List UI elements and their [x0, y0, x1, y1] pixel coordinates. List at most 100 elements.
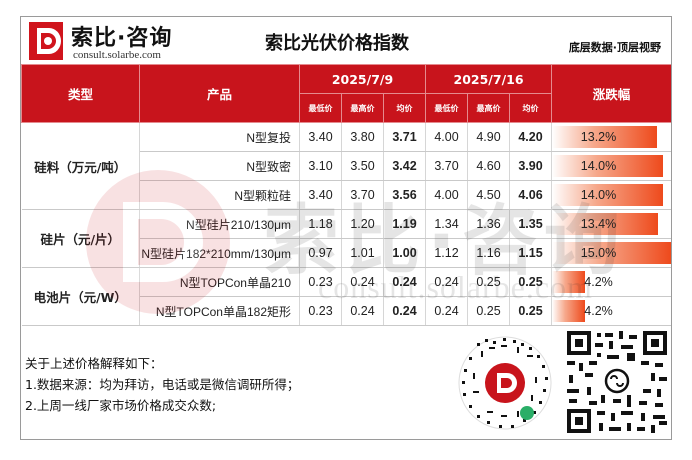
change-value: 4.2%	[584, 304, 613, 318]
low-price-2: 3.70	[425, 151, 469, 181]
header-product: 产品	[139, 64, 300, 123]
low-price-1: 3.10	[299, 151, 342, 181]
high-price-2: 4.60	[467, 151, 511, 181]
high-price-2: 4.90	[467, 122, 511, 152]
avg-price-2: 1.35	[509, 209, 553, 239]
category-cell: 电池片（元/W）	[21, 267, 140, 326]
product-name: N型TOPCon单晶182矩形	[139, 296, 300, 326]
low-price-1: 1.18	[299, 209, 342, 239]
notes: 关于上述价格解释如下： 1.数据来源：均为拜访，电话或是微信调研所得； 2.上周…	[25, 353, 299, 416]
table-row: 硅片（元/片） N型硅片210/130μm 1.18 1.20 1.19 1.3…	[21, 209, 671, 268]
header-avg-1: 均价	[382, 93, 427, 123]
high-price-1: 3.80	[341, 122, 384, 152]
product-name: N型复投	[139, 122, 300, 152]
table-row: 硅料（万元/吨） N型复投 3.40 3.80 3.71 4.00 4.90 4…	[21, 122, 671, 210]
product-name: N型硅片182*210mm/130μm	[139, 238, 300, 268]
category-silicon-material: 硅料（万元/吨）	[21, 122, 140, 210]
change-value: 13.2%	[580, 130, 617, 144]
high-price-2: 1.16	[467, 238, 511, 268]
avg-price-1: 3.71	[383, 122, 427, 152]
change-cell: 14.0%	[551, 180, 671, 210]
low-price-1: 3.40	[299, 180, 342, 210]
table-row: N型硅片182*210mm/130μm 0.97 1.01 1.00 1.12 …	[22, 238, 671, 268]
change-bar	[552, 213, 659, 235]
low-price-2: 0.24	[425, 296, 469, 326]
change-cell: 4.2%	[551, 267, 671, 297]
change-bar	[552, 155, 664, 177]
low-price-2: 1.34	[425, 209, 469, 239]
category-wafer: 硅片（元/片）	[21, 209, 140, 268]
page-title: 索比光伏价格指数	[265, 33, 409, 54]
low-price-2: 0.24	[425, 267, 469, 297]
brand-slogan: 底层数据·顶层视野	[568, 41, 661, 54]
table-row: 电池片（元/W） N型TOPCon单晶210 0.23 0.24 0.24 0.…	[21, 267, 671, 326]
change-bar	[552, 300, 586, 322]
avg-price-1: 0.24	[383, 267, 427, 297]
high-price-1: 1.20	[341, 209, 384, 239]
header-low-2: 最低价	[425, 93, 469, 123]
qr-code-icon	[567, 331, 667, 433]
header-high-2: 最高价	[467, 93, 511, 123]
avg-price-1: 3.42	[383, 151, 427, 181]
avg-price-2: 0.25	[509, 296, 553, 326]
change-cell: 15.0%	[551, 238, 671, 268]
low-price-1: 0.23	[299, 267, 342, 297]
avg-price-1: 3.56	[383, 180, 427, 210]
change-value: 14.0%	[580, 159, 617, 173]
low-price-1: 0.23	[299, 296, 342, 326]
high-price-1: 3.50	[341, 151, 384, 181]
high-price-2: 0.25	[467, 296, 511, 326]
high-price-2: 0.25	[467, 267, 511, 297]
notes-line-1: 1.数据来源：均为拜访，电话或是微信调研所得；	[25, 377, 300, 392]
change-bar	[552, 242, 671, 264]
product-name: N型颗粒硅	[139, 180, 300, 210]
solarbe-logo-icon	[29, 22, 63, 60]
table-row: N型致密 3.10 3.50 3.42 3.70 4.60 3.90 14.0%	[22, 151, 671, 181]
price-index-card: 索比·咨询 consult.solarbe.com 索比光伏价格指数 底层数据·…	[20, 16, 672, 440]
avg-price-2: 0.25	[509, 267, 553, 297]
change-bar	[552, 271, 586, 293]
change-cell: 13.2%	[551, 122, 671, 152]
avg-price-2: 3.90	[509, 151, 553, 181]
header-bar: 索比·咨询 consult.solarbe.com 索比光伏价格指数 底层数据·…	[21, 17, 671, 64]
avg-price-2: 4.20	[509, 122, 553, 152]
header-date-2: 2025/7/16	[425, 64, 553, 94]
product-name: N型致密	[139, 151, 300, 181]
low-price-2: 4.00	[425, 122, 469, 152]
avg-price-1: 0.24	[383, 296, 427, 326]
high-price-1: 0.24	[341, 267, 384, 297]
high-price-1: 3.70	[341, 180, 384, 210]
header-change: 涨跌幅	[551, 64, 671, 123]
low-price-2: 1.12	[425, 238, 469, 268]
avg-price-2: 1.15	[509, 238, 553, 268]
avg-price-1: 1.19	[383, 209, 427, 239]
notes-heading: 关于上述价格解释如下：	[25, 356, 163, 371]
change-cell: 13.4%	[551, 209, 671, 239]
price-table: 类型 产品 2025/7/9 2025/7/16 涨跌幅 最低价 最高价 均价 …	[21, 64, 671, 326]
table-row: N型颗粒硅 3.40 3.70 3.56 4.00 4.50 4.06 14.0…	[22, 180, 671, 210]
avg-price-1: 1.00	[383, 238, 427, 268]
change-value: 14.0%	[580, 188, 617, 202]
product-name: N型TOPCon单晶210	[139, 267, 300, 297]
header-high-1: 最高价	[341, 93, 384, 123]
brand-url: consult.solarbe.com	[73, 49, 161, 61]
product-name: N型硅片210/130μm	[139, 209, 300, 239]
change-bar	[552, 184, 664, 206]
change-value: 13.4%	[580, 217, 617, 231]
high-price-1: 1.01	[341, 238, 384, 268]
header-low-1: 最低价	[299, 93, 342, 123]
high-price-2: 1.36	[467, 209, 511, 239]
header-type: 类型	[21, 64, 140, 123]
brand-name: 索比·咨询	[71, 26, 173, 51]
change-cell: 14.0%	[551, 151, 671, 181]
notes-line-2: 2.上周一线厂家市场价格成交众数;	[25, 398, 217, 413]
change-cell: 4.2%	[551, 296, 671, 326]
wechat-mini-program-code-icon	[458, 336, 552, 430]
change-value: 15.0%	[580, 246, 617, 260]
change-bar	[552, 126, 657, 148]
table-row: N型TOPCon单晶182矩形 0.23 0.24 0.24 0.24 0.25…	[22, 296, 671, 326]
header-avg-2: 均价	[509, 93, 553, 123]
header-date-1: 2025/7/9	[298, 64, 427, 94]
low-price-1: 0.97	[299, 238, 342, 268]
avg-price-2: 4.06	[509, 180, 553, 210]
